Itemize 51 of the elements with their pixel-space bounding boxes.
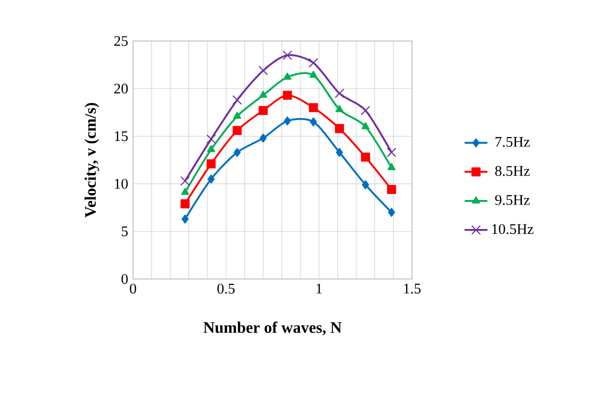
point [259, 90, 268, 98]
point [335, 105, 344, 112]
point [387, 184, 396, 194]
point [308, 58, 318, 68]
point [182, 214, 189, 224]
point [284, 116, 291, 126]
point [308, 103, 318, 112]
point [334, 88, 344, 98]
x-tick-label: 1 [316, 284, 322, 294]
point [282, 50, 292, 60]
y-tick-label: 0 [122, 274, 128, 284]
point [386, 148, 396, 158]
point [360, 106, 370, 116]
legend-label: 7.5Hz [496, 137, 530, 147]
y-axis-title: Velocity, v (cm/s) [84, 103, 100, 218]
y-tick-label: 15 [114, 131, 128, 142]
point [180, 176, 190, 186]
point [309, 70, 318, 78]
point [283, 72, 292, 80]
point [232, 126, 242, 136]
x-tick-label: 0 [130, 284, 136, 294]
y-tick-label: 25 [114, 36, 128, 46]
point [260, 134, 267, 143]
point [233, 112, 242, 119]
legend-label: 10.5Hz [492, 224, 534, 234]
point [180, 199, 190, 208]
point [388, 208, 396, 217]
x-tick-label: 1.5 [404, 284, 421, 294]
point [362, 122, 370, 130]
point [362, 180, 370, 190]
legend-label: 9.5Hz [495, 195, 530, 205]
point [206, 134, 216, 144]
y-tick-label: 10 [114, 178, 128, 189]
point [208, 174, 215, 184]
point [258, 106, 268, 116]
point [334, 124, 344, 134]
x-axis-title: Number of waves, N [203, 321, 342, 336]
y-tick-label: 5 [122, 226, 128, 236]
y-tick-label: 20 [114, 84, 128, 94]
point [282, 90, 292, 100]
point [310, 117, 317, 126]
point [388, 163, 396, 170]
point [336, 148, 343, 157]
legend-label: 8.5Hz [495, 166, 530, 176]
x-tick-label: 0.5 [217, 284, 235, 294]
point [207, 144, 216, 152]
point [360, 152, 370, 162]
point [234, 148, 241, 157]
point [232, 95, 242, 105]
point [181, 188, 190, 195]
point [206, 159, 216, 168]
